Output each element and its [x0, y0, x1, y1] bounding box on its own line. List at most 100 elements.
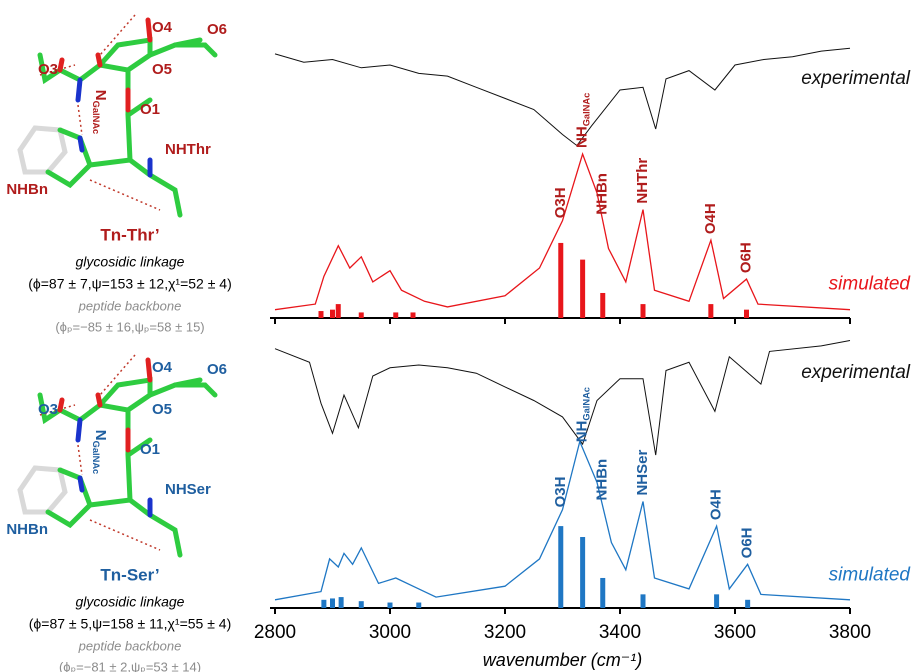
stick — [580, 537, 585, 608]
molecule — [20, 15, 215, 215]
atom-label: O6 — [207, 361, 227, 378]
linkage-title: glycosidic linkage — [76, 594, 185, 610]
series-label: simulated — [829, 274, 912, 295]
stick — [388, 603, 393, 608]
stick-label: O3H — [552, 187, 569, 218]
stick-label: NHBn — [594, 173, 611, 215]
figure: O3O4O6O5O1NGalNAcNHThrNHBnTn-Thr’glycosi… — [0, 0, 913, 672]
atom-label: NGalNAc — [91, 430, 109, 474]
atom-label: O4 — [152, 19, 173, 36]
stick — [330, 310, 335, 318]
x-tick-label: 3200 — [484, 622, 526, 643]
stick-label: O4H — [702, 203, 719, 234]
stick — [580, 260, 585, 318]
x-tick-label: 3800 — [829, 622, 871, 643]
atom-label: O3 — [38, 61, 58, 78]
structure-name: Tn-Thr’ — [100, 225, 159, 244]
atom-label-main: N — [92, 430, 109, 441]
spectrum-line — [275, 48, 850, 145]
stick — [359, 601, 364, 608]
stick-label-main: O3H — [552, 477, 569, 508]
atom-label-main: O5 — [152, 61, 172, 78]
backbone-values: (ϕₚ=−81 ± 2,ψₚ=53 ± 14) — [59, 659, 201, 672]
stick-label-main: O6H — [737, 242, 754, 273]
atom-label-main: N — [92, 90, 109, 101]
atom-label: O3 — [38, 401, 58, 418]
stick-label: NHGalNAc — [574, 93, 592, 148]
series-label: experimental — [801, 362, 911, 383]
atom-label-sub: GalNAc — [91, 101, 101, 135]
x-tick-label: 3600 — [714, 622, 756, 643]
stick — [708, 304, 713, 318]
spectrum-line — [275, 341, 850, 456]
atom-label-main: O4 — [152, 359, 173, 376]
stick-label-main: O4H — [708, 489, 725, 520]
atom-label: NHThr — [165, 141, 211, 158]
stick — [641, 594, 646, 608]
stick — [558, 526, 563, 608]
x-tick-label: 3000 — [369, 622, 411, 643]
atom-label: O6 — [207, 21, 227, 38]
stick — [339, 597, 344, 608]
x-tick-label: 2800 — [254, 622, 296, 643]
atom-label: O5 — [152, 401, 172, 418]
stick — [600, 578, 605, 608]
molecule — [20, 355, 215, 555]
atom-label-main: O3 — [38, 401, 58, 418]
atom-label-main: O1 — [140, 441, 160, 458]
atom-label: O5 — [152, 61, 172, 78]
atom-label-main: O1 — [140, 101, 160, 118]
atom-label-main: NHThr — [165, 141, 211, 158]
stick-label-main: O3H — [552, 187, 569, 218]
stick-label: NHSer — [634, 450, 651, 496]
atom-label-main: NHBn — [6, 181, 48, 198]
stick — [359, 312, 364, 318]
stick-label-main: NHThr — [634, 158, 651, 204]
atom-label: NHBn — [6, 521, 48, 538]
backbone-title: peptide backbone — [78, 298, 182, 313]
atom-label: O4 — [152, 359, 173, 376]
stick-label-main: NH — [574, 421, 591, 443]
stick-label-main: NHSer — [634, 450, 651, 496]
stick — [319, 311, 324, 318]
linkage-values: (ϕ=87 ± 5,ψ=158 ± 11,χ¹=55 ± 4) — [29, 616, 231, 632]
stick-label: NHThr — [634, 158, 651, 204]
atom-label-main: O6 — [207, 21, 227, 38]
stick-label: O6H — [737, 242, 754, 273]
stick — [411, 312, 416, 318]
atom-label-main: NHBn — [6, 521, 48, 538]
structure-name: Tn-Ser’ — [100, 565, 159, 584]
linkage-title: glycosidic linkage — [76, 254, 185, 270]
backbone-title: peptide backbone — [78, 638, 182, 653]
series-label: simulated — [829, 564, 912, 585]
stick — [641, 304, 646, 318]
stick — [558, 243, 563, 318]
atom-label: NHBn — [6, 181, 48, 198]
atom-label: O1 — [140, 101, 160, 118]
stick-label-sub: GalNAc — [582, 93, 592, 127]
series-label: experimental — [801, 68, 911, 89]
backbone-values: (ϕₚ=−85 ± 16,ψₚ=58 ± 15) — [55, 319, 204, 334]
stick-label: NHGalNAc — [574, 387, 592, 442]
atom-label-main: O4 — [152, 19, 173, 36]
stick-label-main: O6H — [739, 527, 756, 558]
stick — [393, 312, 398, 318]
atom-label-main: O6 — [207, 361, 227, 378]
atom-label-main: O3 — [38, 61, 58, 78]
atom-label-main: NHSer — [165, 481, 211, 498]
stick — [416, 603, 421, 608]
atom-label-main: O5 — [152, 401, 172, 418]
stick — [330, 598, 335, 608]
x-axis-label: wavenumber (cm⁻¹) — [483, 650, 643, 670]
stick-label-main: NHBn — [594, 459, 611, 501]
stick-label-main: O4H — [702, 203, 719, 234]
atom-label: O1 — [140, 441, 160, 458]
atom-label: NGalNAc — [91, 90, 109, 134]
stick — [714, 594, 719, 608]
stick — [744, 310, 749, 318]
stick-label-main: NH — [574, 126, 591, 148]
stick — [600, 293, 605, 318]
x-tick-label: 3400 — [599, 622, 641, 643]
atom-label-sub: GalNAc — [91, 441, 101, 475]
linkage-values: (ϕ=87 ± 7,ψ=153 ± 12,χ¹=52 ± 4) — [28, 276, 232, 292]
